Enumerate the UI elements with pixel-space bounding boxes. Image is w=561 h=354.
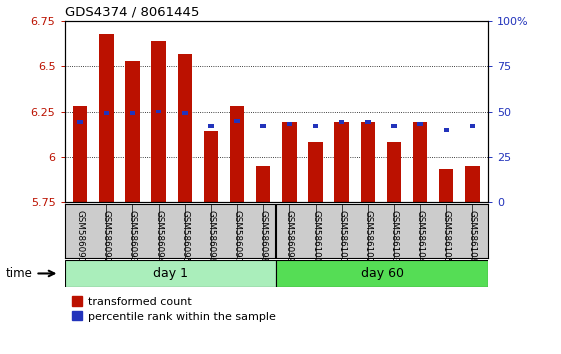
Bar [465,166,480,202]
Bar [313,124,318,128]
Text: GSM586093: GSM586093 [128,210,137,263]
Text: GSM586094: GSM586094 [154,210,163,263]
Bar [417,122,423,126]
Bar [151,41,166,202]
Bar [204,131,218,202]
Bar [234,119,240,122]
Bar [260,124,266,128]
Text: GSM586103: GSM586103 [389,210,398,263]
Text: GSM586106: GSM586106 [468,210,477,263]
Legend: transformed count, percentile rank within the sample: transformed count, percentile rank withi… [70,294,278,324]
Bar [391,124,397,128]
Bar [334,122,349,202]
Text: GSM586101: GSM586101 [337,210,346,263]
Bar [256,166,270,202]
Bar [444,127,449,132]
Bar [387,142,401,202]
Bar [339,120,344,124]
Text: time: time [5,267,32,280]
Bar [413,122,427,202]
Bar [309,142,323,202]
Text: GSM586105: GSM586105 [442,210,450,263]
Bar [230,106,244,202]
Text: GSM586100: GSM586100 [311,210,320,263]
Bar [287,122,292,126]
Bar [156,109,162,114]
Bar [125,61,140,202]
Text: day 60: day 60 [361,267,404,280]
Bar [208,124,214,128]
Bar [276,260,488,287]
Bar [104,111,109,115]
Text: GSM586092: GSM586092 [102,210,111,263]
Bar [130,111,135,115]
Text: GSM586095: GSM586095 [180,210,189,263]
Bar [73,106,88,202]
Bar [470,124,475,128]
Bar [365,120,370,124]
Bar [99,34,113,202]
Bar [439,169,453,202]
Text: GSM586104: GSM586104 [416,210,425,263]
Text: GSM586097: GSM586097 [233,210,242,263]
Text: GDS4374 / 8061445: GDS4374 / 8061445 [65,6,199,19]
Text: GSM586098: GSM586098 [259,210,268,263]
Bar [178,54,192,202]
Text: GSM586099: GSM586099 [285,210,294,263]
Bar [282,122,297,202]
Text: GSM586096: GSM586096 [206,210,215,263]
Bar [361,122,375,202]
Text: GSM586091: GSM586091 [76,210,85,263]
Text: GSM586102: GSM586102 [364,210,373,263]
Text: day 1: day 1 [153,267,188,280]
Bar [182,111,187,115]
Bar [65,260,276,287]
Bar [77,120,83,124]
